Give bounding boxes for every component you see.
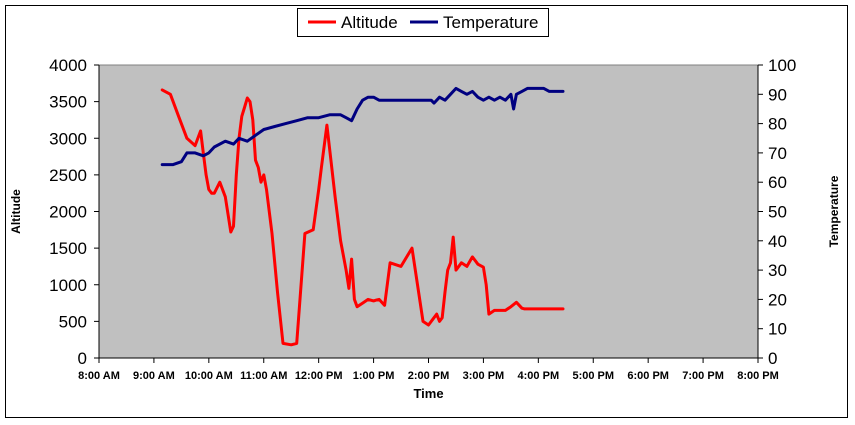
y-tick-label-left: 4000 — [49, 56, 87, 75]
series-line-altitude — [160, 88, 565, 347]
y-tick-label-right: 30 — [768, 261, 787, 280]
x-axis-title: Time — [413, 386, 443, 401]
y-tick-label-right: 40 — [768, 232, 787, 251]
legend-label-altitude: Altitude — [341, 13, 398, 32]
y-tick-label-left: 3500 — [49, 93, 87, 112]
legend-label-temperature: Temperature — [443, 13, 538, 32]
x-tick-label: 10:00 AM — [185, 370, 233, 382]
x-tick-label: 5:00 PM — [572, 370, 614, 382]
x-tick-label: 4:00 PM — [518, 370, 560, 382]
y-tick-label-right: 100 — [768, 56, 796, 75]
y-tick-label-left: 0 — [78, 349, 87, 368]
x-tick-label: 11:00 AM — [240, 370, 287, 382]
y-tick-label-left: 1000 — [49, 276, 87, 295]
series-line-temperature — [160, 86, 565, 167]
x-tick-label: 7:00 PM — [682, 370, 724, 382]
x-tick-label: 8:00 PM — [737, 370, 779, 382]
y-tick-label-left: 1500 — [49, 239, 87, 258]
y-tick-label-right: 60 — [768, 173, 787, 192]
y-tick-label-right: 20 — [768, 290, 787, 309]
y-tick-label-right: 70 — [768, 144, 787, 163]
plot-area — [98, 64, 759, 359]
x-tick-label: 9:00 AM — [133, 370, 175, 382]
y-tick-label-right: 90 — [768, 85, 787, 104]
y-tick-label-right: 10 — [768, 320, 787, 339]
y-tick-label-right: 80 — [768, 115, 787, 134]
x-tick-label: 1:00 PM — [353, 370, 395, 382]
y-tick-label-left: 2000 — [49, 203, 87, 222]
x-tick-label: 12:00 PM — [295, 370, 343, 382]
x-tick-label: 8:00 AM — [78, 370, 120, 382]
y-axis-right-title: Temperature — [827, 175, 841, 247]
y-tick-label-left: 2500 — [49, 166, 87, 185]
y-tick-label-right: 50 — [768, 203, 787, 222]
x-tick-label: 2:00 PM — [408, 370, 450, 382]
y-tick-label-left: 3000 — [49, 129, 87, 148]
y-axis-left-title: Altitude — [9, 189, 23, 234]
x-tick-label: 6:00 PM — [627, 370, 669, 382]
y-tick-label-right: 0 — [768, 349, 777, 368]
y-tick-label-left: 500 — [59, 312, 87, 331]
x-tick-label: 3:00 PM — [463, 370, 505, 382]
